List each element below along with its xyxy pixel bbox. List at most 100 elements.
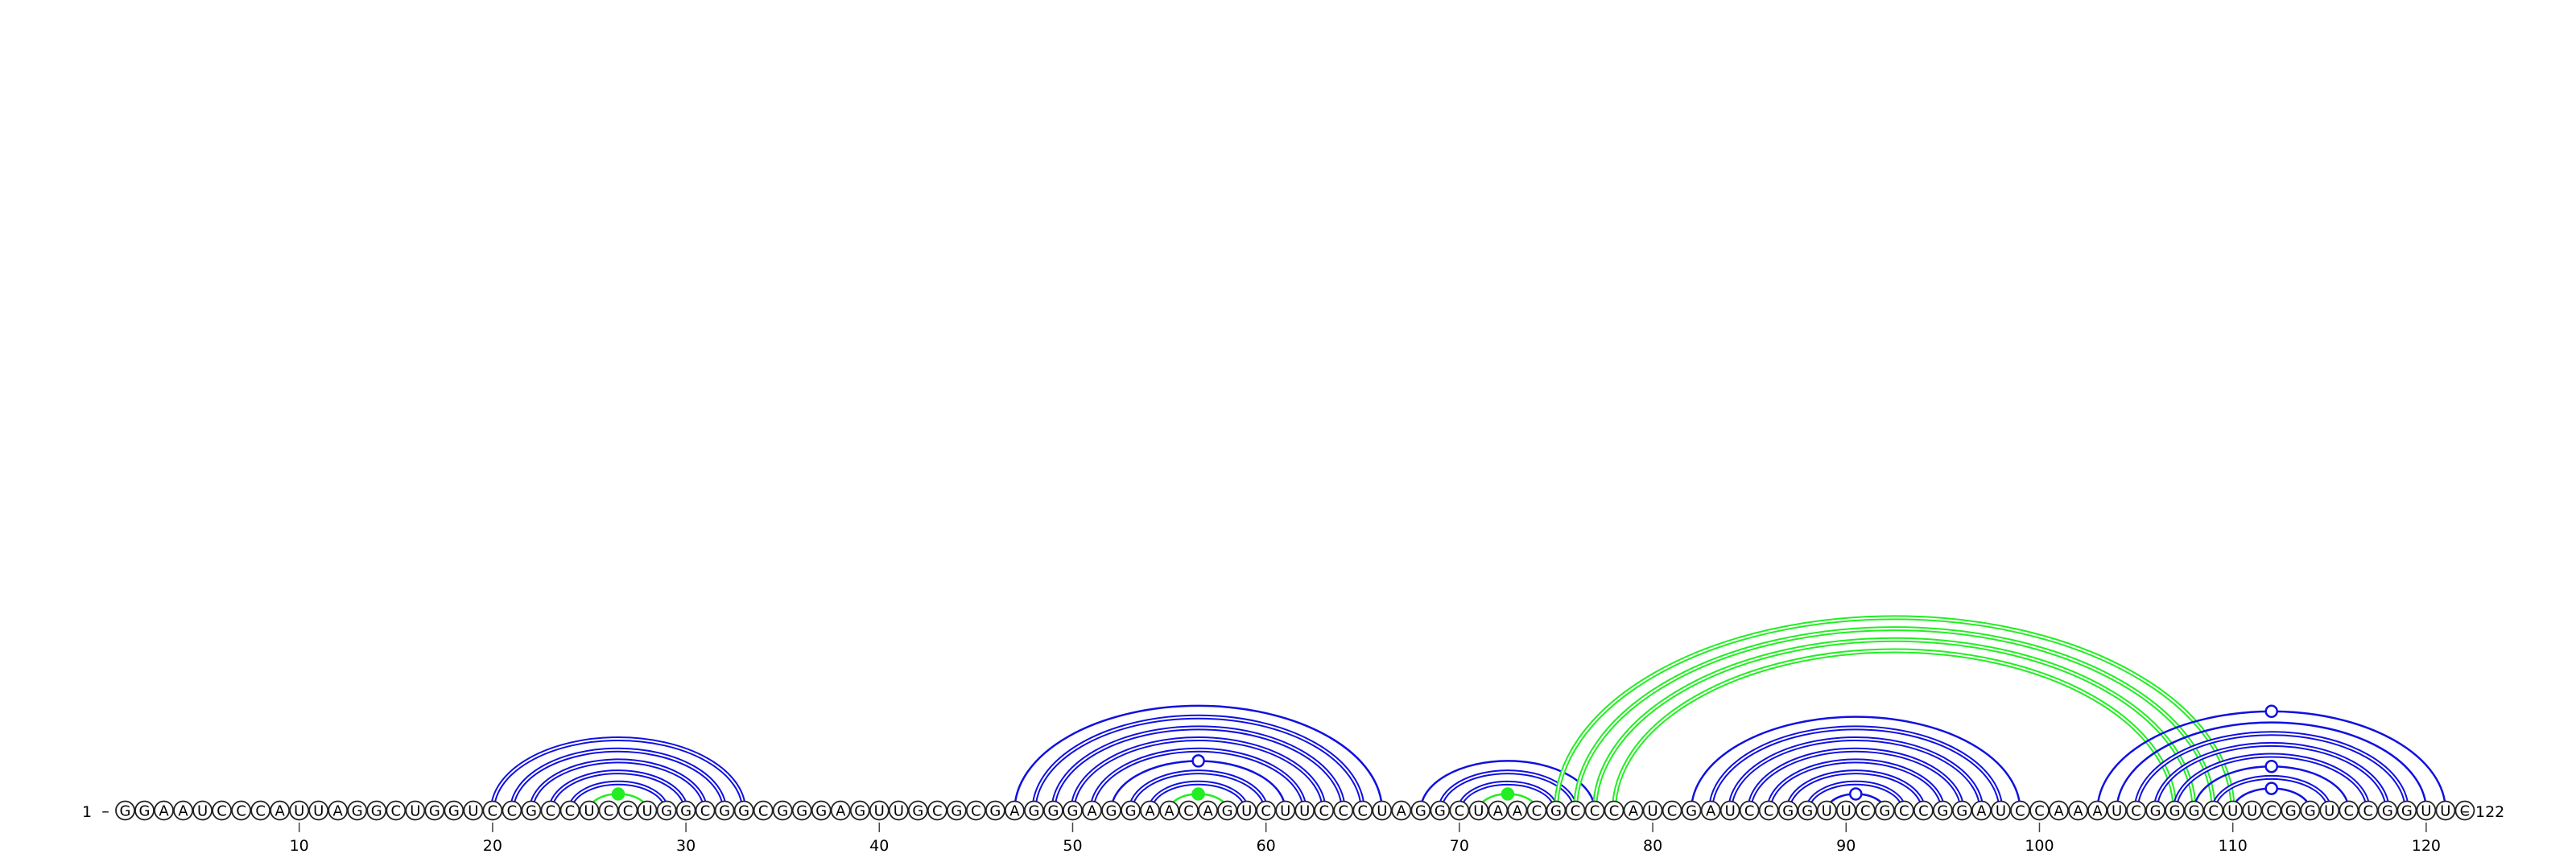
- nucleotide-circle: [1546, 800, 1567, 821]
- pair-arc-54-59: [1149, 782, 1248, 811]
- nucleotide-letter: C: [623, 803, 634, 820]
- nucleotide-circle: [753, 800, 774, 821]
- nucleotide-letter: A: [1976, 803, 1987, 820]
- nucleotide-circle: [1855, 800, 1876, 821]
- position-ticks: 10 20 30 40 50 60 70 80 90 100 110 120: [290, 823, 2441, 855]
- nucleotide-letter: C: [2034, 803, 2045, 820]
- nucleotide-88: G: [1797, 800, 1818, 821]
- nucleotide-letter: G: [1067, 803, 1079, 820]
- nucleotide-letter: G: [1879, 803, 1890, 820]
- pair-arc-22-31: [530, 760, 707, 811]
- nucleotide-17: G: [424, 800, 445, 821]
- nucleotide-13: G: [347, 800, 368, 821]
- nucleotide-circle: [1236, 800, 1257, 821]
- nucleotide-letter: G: [2382, 803, 2393, 820]
- pair-arc-78-107: [1613, 650, 2176, 811]
- nucleotide-71: U: [1468, 800, 1489, 821]
- nucleotide-letter: U: [584, 803, 594, 820]
- nucleotide-circle: [1642, 800, 1663, 821]
- nucleotide-circle: [1662, 800, 1682, 821]
- nucleotide-letter: A: [2092, 803, 2103, 820]
- nucleotide-letter: A: [333, 803, 344, 820]
- nucleotide-circle: [1217, 800, 1238, 821]
- nucleotide-53: G: [1121, 800, 1141, 821]
- nucleotide-circle: [2107, 800, 2127, 821]
- arc-marker-55-58: [1191, 787, 1205, 801]
- nucleotide-21: C: [502, 800, 522, 821]
- nucleotide-11: U: [308, 800, 329, 821]
- pair-arc-83-98: [1710, 727, 2002, 811]
- nucleotide-circle: [1082, 800, 1102, 821]
- nucleotide-letter: U: [1725, 803, 1736, 820]
- nucleotide-letter: A: [1706, 803, 1716, 820]
- nucleotide-35: G: [772, 800, 793, 821]
- nucleotide-letter: G: [680, 803, 691, 820]
- nucleotide-circle: [2377, 800, 2398, 821]
- nucleotide-letter: C: [217, 803, 227, 820]
- nucleotide-letter: A: [1145, 803, 1155, 820]
- nucleotide-circle: [656, 800, 677, 821]
- nucleotide-circle: [2339, 800, 2359, 821]
- start-label: 1: [82, 803, 92, 821]
- nucleotide-circle: [1198, 800, 1219, 821]
- tick-label-50: 50: [1063, 837, 1082, 855]
- nucleotide-117: C: [2358, 800, 2379, 821]
- nucleotide-circle: [946, 800, 967, 821]
- nucleotide-circle: [115, 800, 135, 821]
- pair-arc-76-109: [1575, 628, 2215, 811]
- nucleotide-circle: [521, 800, 542, 821]
- nucleotide-letter: G: [1106, 803, 1117, 820]
- nucleotide-circle: [463, 800, 484, 821]
- nucleotide-circle: [173, 800, 193, 821]
- nucleotide-105: C: [2126, 800, 2146, 821]
- nucleotide-letter: C: [1899, 803, 1909, 820]
- nucleotide-letter: A: [275, 803, 285, 820]
- nucleotide-circle: [2223, 800, 2244, 821]
- nucleotide-59: U: [1236, 800, 1257, 821]
- nucleotide-circle: [2203, 800, 2224, 821]
- nucleotide-circle: [2416, 800, 2437, 821]
- nucleotide-25: U: [579, 800, 600, 821]
- arc-marker-71-74: [1501, 787, 1515, 801]
- nucleotide-28: U: [637, 800, 658, 821]
- nucleotide-letter: C: [1590, 803, 1600, 820]
- nucleotide-109: C: [2203, 800, 2224, 821]
- nucleotide-86: C: [1758, 800, 1779, 821]
- nucleotide-34: C: [753, 800, 774, 821]
- nucleotide-circle: [1314, 800, 1335, 821]
- nucleotide-letter: G: [2169, 803, 2181, 820]
- nucleotide-96: G: [1951, 800, 1972, 821]
- nucleotide-letter: C: [236, 803, 246, 820]
- nucleotide-26: C: [598, 800, 619, 821]
- nucleotide-circle: [2261, 800, 2282, 821]
- nucleotide-letter: U: [642, 803, 652, 820]
- nucleotide-letter: A: [1629, 803, 1639, 820]
- nucleotide-letter: U: [2324, 803, 2334, 820]
- nucleotide-57: A: [1198, 800, 1219, 821]
- nucleotide-letter: G: [352, 803, 363, 820]
- nucleotide-letter: U: [1822, 803, 1832, 820]
- nucleotide-letter: U: [2227, 803, 2238, 820]
- nucleotide-circle: [830, 800, 851, 821]
- nucleotide-circle: [366, 800, 387, 821]
- nucleotide-circle: [1991, 800, 2011, 821]
- nucleotide-circle: [1101, 800, 1121, 821]
- nucleotide-circle: [2068, 800, 2088, 821]
- nucleotide-circle: [482, 800, 503, 821]
- nucleotide-42: G: [907, 800, 928, 821]
- nucleotide-90: U: [1835, 800, 1856, 821]
- nucleotide-circle: [386, 800, 407, 821]
- nucleotide-107: G: [2165, 800, 2186, 821]
- nucleotide-92: G: [1874, 800, 1895, 821]
- nucleotide-49: G: [1043, 800, 1063, 821]
- nucleotide-46: G: [985, 800, 1005, 821]
- pair-arc-20-33: [491, 738, 745, 811]
- nucleotide-letter: G: [854, 803, 865, 820]
- nucleotide-letter: G: [951, 803, 962, 820]
- nucleotide-circle: [1024, 800, 1044, 821]
- nucleotide-circle: [559, 800, 580, 821]
- nucleotide-94: C: [1913, 800, 1934, 821]
- nucleotide-circle: [1604, 800, 1624, 821]
- tick-label-30: 30: [676, 837, 696, 855]
